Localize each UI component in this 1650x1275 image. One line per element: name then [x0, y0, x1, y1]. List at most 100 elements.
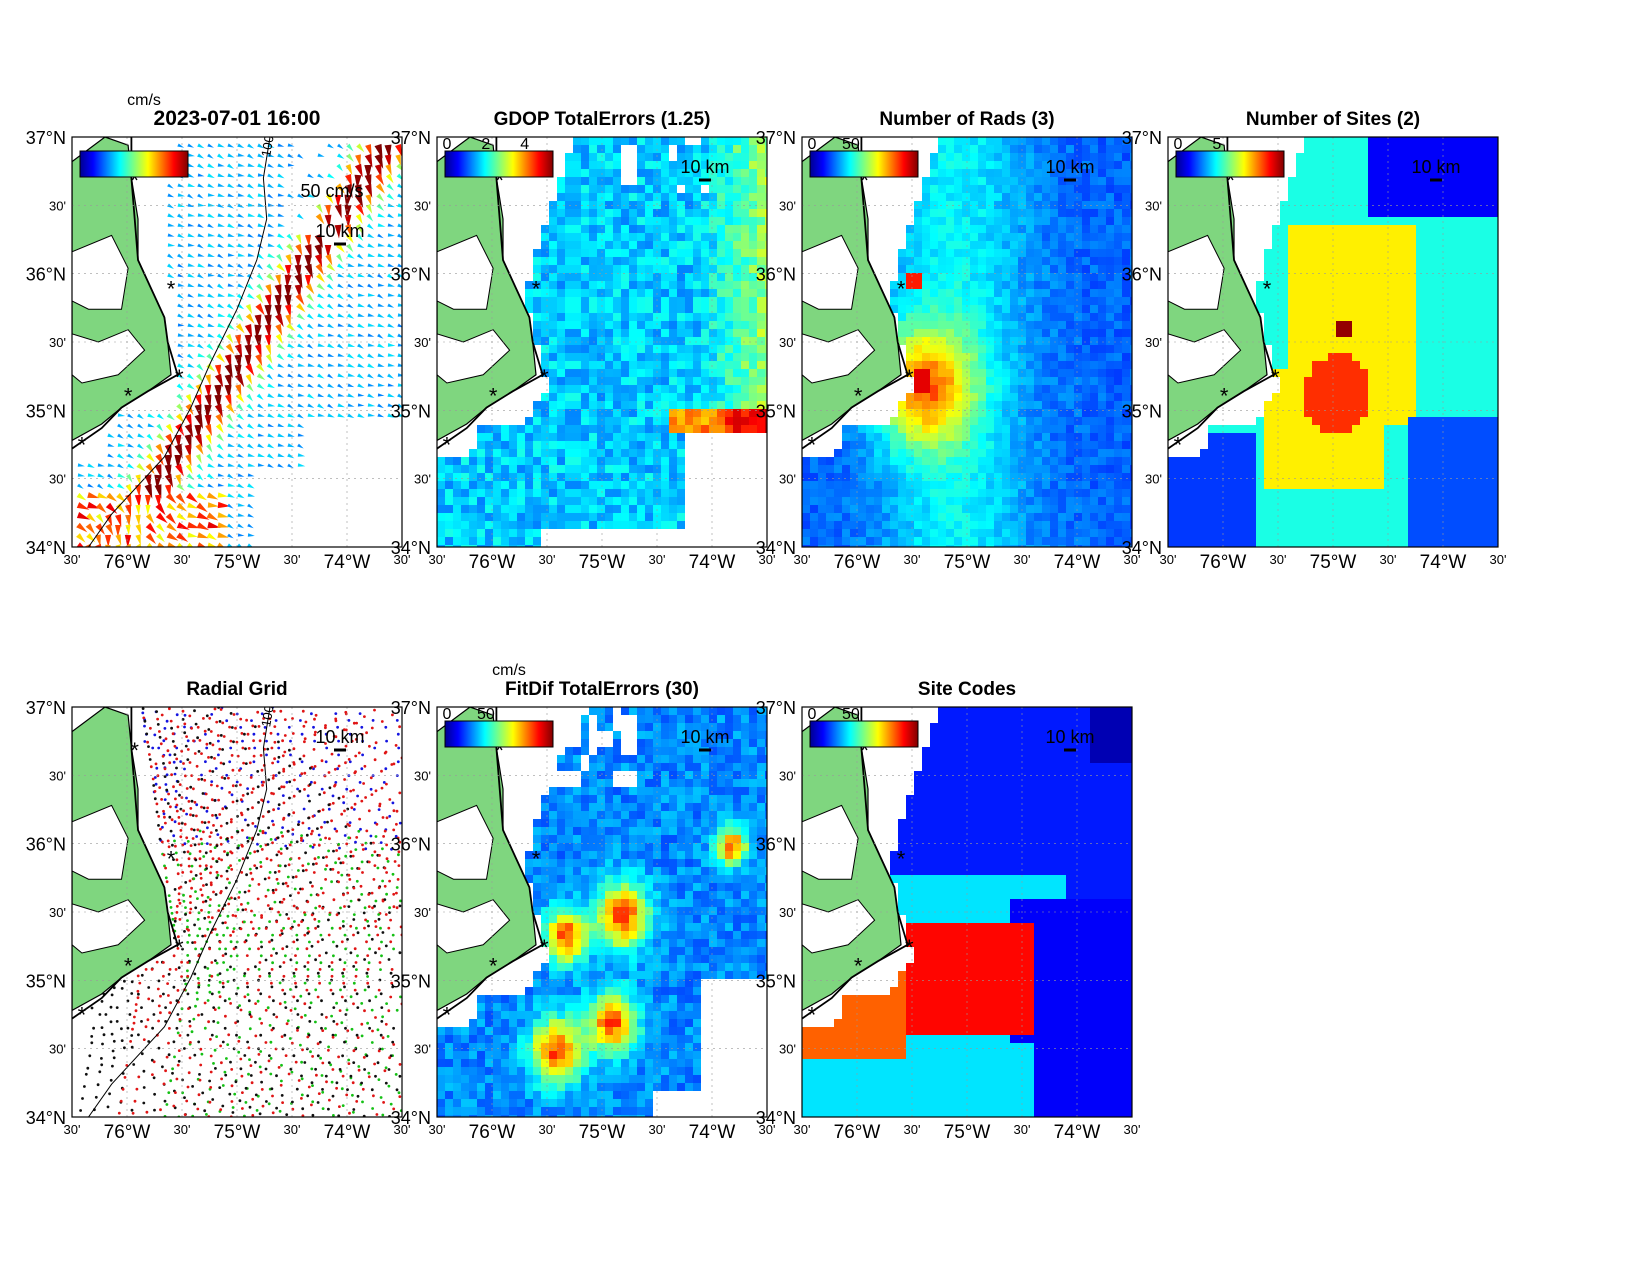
lat-tick-label: 36°N	[756, 265, 796, 285]
lat-tick-label: 30'	[49, 472, 66, 487]
site-marker-icon: *	[167, 847, 176, 872]
lat-tick-label: 35°N	[756, 971, 796, 991]
site-marker-icon: *	[1174, 433, 1183, 458]
land	[72, 707, 179, 1020]
lat-tick-label: 36°N	[26, 265, 66, 285]
lat-tick-label: 37°N	[756, 128, 796, 148]
colorbar-tick-label: 2	[481, 136, 490, 153]
radar-sites: * * * * *	[808, 738, 914, 1027]
axes-frame	[1167, 136, 1499, 548]
site-marker-icon: *	[1226, 168, 1235, 193]
site-marker-icon: *	[1271, 365, 1280, 390]
lon-tick-label: 75°W	[579, 1122, 626, 1143]
panel-title: Number of Sites (2)	[1246, 109, 1420, 130]
lat-tick-label: 37°N	[1122, 128, 1162, 148]
lon-tick-label: 30'	[1014, 552, 1031, 567]
lon-tick-label: 74°W	[1420, 552, 1467, 573]
contour-label: 100	[258, 704, 277, 728]
colorbar	[79, 150, 189, 178]
lon-tick-label: 30'	[794, 552, 811, 567]
lat-tick-label: 35°N	[26, 971, 66, 991]
site-marker-icon: *	[78, 1003, 87, 1028]
lon-tick-label: 76°W	[834, 552, 881, 573]
lat-tick-label: 37°N	[26, 698, 66, 718]
graticule	[437, 137, 767, 547]
land	[802, 137, 909, 450]
lat-tick-label: 30'	[1145, 198, 1162, 213]
distance-scale-label: 10 km	[680, 157, 729, 177]
scalar-field	[802, 707, 1132, 1117]
lon-tick-label: 30'	[284, 1122, 301, 1137]
map-content: * * * * *	[437, 707, 767, 1117]
lon-tick-label: 30'	[759, 1122, 776, 1137]
site-marker-icon: *	[1263, 277, 1272, 302]
radar-sites: * * * * *	[1174, 168, 1280, 457]
lon-tick-label: 74°W	[689, 1122, 736, 1143]
distance-scale-label: 10 km	[680, 727, 729, 747]
axes-frame	[801, 136, 1133, 548]
lon-tick-label: 75°W	[214, 1122, 261, 1143]
lon-tick-label: 30'	[429, 1122, 446, 1137]
distance-scale-label: 10 km	[315, 727, 364, 747]
lat-tick-label: 35°N	[391, 401, 431, 421]
lat-tick-label: 35°N	[26, 401, 66, 421]
lon-tick-label: 30'	[904, 1122, 921, 1137]
lat-tick-label: 30'	[779, 198, 796, 213]
lat-tick-label: 36°N	[391, 835, 431, 855]
lon-tick-label: 30'	[649, 552, 666, 567]
site-marker-icon: *	[443, 433, 452, 458]
graticule	[437, 707, 767, 1117]
panel-title: Site Codes	[918, 679, 1016, 700]
axes-frame	[436, 136, 768, 548]
lon-tick-label: 30'	[1380, 552, 1397, 567]
lat-tick-label: 30'	[49, 768, 66, 783]
lon-tick-label: 75°W	[579, 552, 626, 573]
lat-tick-label: 34°N	[26, 1108, 66, 1128]
site-marker-icon: *	[78, 433, 87, 458]
lat-tick-label: 35°N	[756, 401, 796, 421]
site-marker-icon: *	[540, 365, 549, 390]
lat-tick-label: 30'	[414, 198, 431, 213]
lon-tick-label: 30'	[1014, 1122, 1031, 1137]
lat-tick-label: 34°N	[756, 538, 796, 558]
colorbar-tick-label: 50	[842, 706, 860, 723]
lat-tick-label: 37°N	[391, 698, 431, 718]
graticule	[802, 707, 1132, 1117]
lat-tick-label: 34°N	[756, 1108, 796, 1128]
radar-sites: * * * * *	[808, 168, 914, 457]
velocity-vectors	[76, 143, 402, 547]
lon-tick-label: 30'	[64, 552, 81, 567]
lat-tick-label: 37°N	[26, 128, 66, 148]
lon-tick-label: 30'	[174, 552, 191, 567]
lat-tick-label: 30'	[1145, 472, 1162, 487]
site-marker-icon: *	[1220, 383, 1229, 408]
radar-sites: * * * * *	[443, 168, 549, 457]
lon-tick-label: 30'	[429, 552, 446, 567]
map-panel-fitdif: *****37°N30'36°N30'35°N30'34°N30' 76°W 30'…	[391, 662, 776, 1143]
lon-tick-label: 30'	[539, 552, 556, 567]
colorbar-tick-label: 0	[443, 706, 452, 723]
site-marker-icon: *	[167, 277, 176, 302]
lat-tick-label: 30'	[414, 335, 431, 350]
axes-frame	[71, 706, 403, 1118]
site-marker-icon: *	[854, 953, 863, 978]
radial-grid-points	[73, 707, 402, 1117]
colorbar-tick-label: 0	[808, 136, 817, 153]
colorbar-tick-label: 5	[1212, 136, 1221, 153]
velocity-scale-label: 50 cm/s	[300, 181, 363, 201]
graticule	[72, 137, 402, 547]
distance-scale-label: 10 km	[1411, 157, 1460, 177]
lon-tick-label: 30'	[394, 552, 411, 567]
axes-frame	[801, 706, 1133, 1118]
map-content: 100 * * * * *	[72, 704, 402, 1117]
site-marker-icon: *	[489, 953, 498, 978]
radar-sites: * * * * *	[78, 168, 184, 457]
scalar-field	[1168, 137, 1498, 547]
lon-tick-label: 76°W	[1200, 552, 1247, 573]
site-marker-icon: *	[175, 365, 184, 390]
lat-tick-label: 36°N	[1122, 265, 1162, 285]
lat-tick-label: 30'	[779, 335, 796, 350]
site-marker-icon: *	[860, 738, 869, 763]
contour-label: 100	[258, 134, 277, 158]
colorbar	[444, 720, 554, 748]
